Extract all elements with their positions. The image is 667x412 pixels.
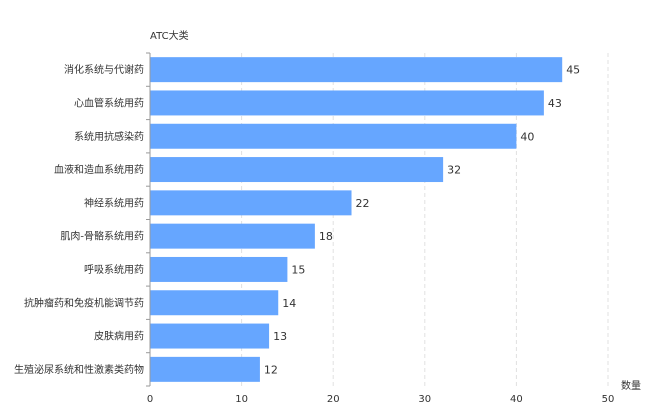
x-tick-label: 0	[147, 394, 153, 405]
value-label: 14	[282, 297, 296, 310]
bar[interactable]	[150, 190, 352, 216]
value-label: 12	[264, 363, 278, 376]
category-label: 皮肤病用药	[94, 330, 144, 343]
category-label: 呼吸系统用药	[84, 263, 144, 276]
category-label: 生殖泌尿系统和性激素类药物	[14, 363, 144, 376]
x-tick-label: 50	[602, 394, 615, 405]
bar[interactable]	[150, 223, 315, 249]
bar[interactable]	[150, 356, 260, 382]
category-label: 肌肉-骨骼系统用药	[60, 230, 144, 243]
category-label: 系统用抗感染药	[74, 130, 144, 143]
bars: 45 43 40 32 22 18 15 14 13 12	[150, 57, 580, 382]
value-label: 43	[548, 97, 562, 110]
x-axis-title: 数量	[621, 379, 641, 392]
category-label: 血液和造血系统用药	[54, 163, 144, 176]
category-label: 抗肿瘤药和免疫机能调节药	[24, 296, 144, 309]
x-tick-label: 40	[510, 394, 523, 405]
bar[interactable]	[150, 57, 563, 83]
bar[interactable]	[150, 123, 517, 149]
value-label: 22	[356, 197, 370, 210]
y-axis-title: ATC大类	[150, 29, 189, 42]
value-label: 18	[319, 230, 333, 243]
bar[interactable]	[150, 256, 288, 282]
value-label: 32	[447, 164, 461, 177]
value-label: 40	[520, 130, 534, 143]
axes: 消化系统与代谢药心血管系统用药系统用抗感染药血液和造血系统用药神经系统用药肌肉-…	[14, 52, 615, 405]
bar[interactable]	[150, 323, 270, 349]
x-tick-label: 10	[235, 394, 248, 405]
category-label: 消化系统与代谢药	[64, 63, 144, 76]
value-label: 45	[566, 64, 580, 77]
category-label: 心血管系统用药	[74, 96, 144, 109]
value-label: 13	[273, 330, 287, 343]
bar[interactable]	[150, 157, 444, 183]
category-label: 神经系统用药	[84, 196, 144, 209]
bar[interactable]	[150, 90, 544, 116]
bar[interactable]	[150, 290, 279, 316]
value-label: 15	[291, 263, 305, 276]
x-tick-label: 30	[418, 394, 431, 405]
x-tick-label: 20	[327, 394, 340, 405]
